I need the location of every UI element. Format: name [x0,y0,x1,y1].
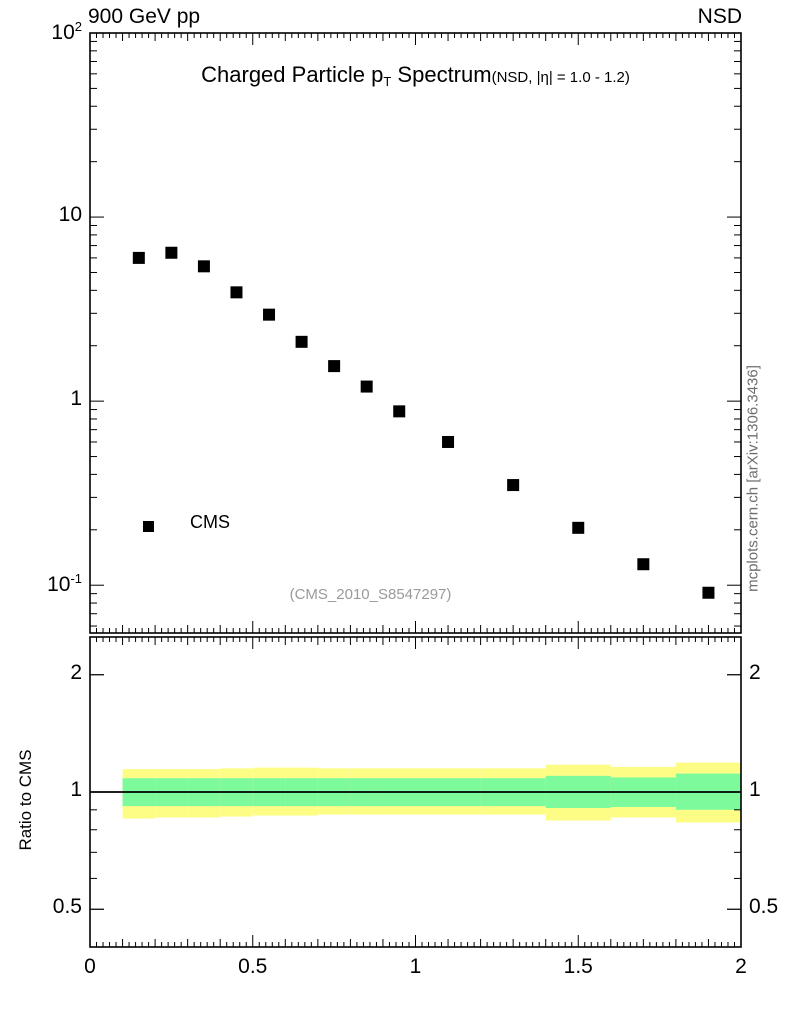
ratio-y-tick-label-right: 1 [749,778,761,801]
data-marker [263,308,276,321]
title-main-b: Spectrum [391,62,492,87]
legend-marker-cms [143,521,154,532]
data-marker [702,586,715,599]
beam-energy-label: 900 GeV pp [88,5,201,28]
main-panel-ticks [89,32,742,633]
x-tick-label: 1 [409,955,422,978]
ratio-y-tick-label-left: 1 [70,778,82,801]
analysis-id-watermark: (CMS_2010_S8547297) [289,586,452,603]
data-marker [295,335,308,348]
data-marker [132,251,145,264]
ratio-y-tick-label-left: 2 [70,660,82,684]
data-marker [197,260,210,273]
main-panel-frame [89,32,742,634]
data-marker [328,360,341,373]
page-title: Charged Particle pT Spectrum(NSD, |η| = … [90,62,741,89]
main-panel-datapoints [132,246,715,599]
legend-label-cms: CMS [190,512,230,532]
ratio-y-tick-label-left: 0.5 [52,895,82,919]
source-credit-label: mcplots.cern.ch [arXiv:1306.3436] [744,365,762,592]
data-marker [637,558,650,571]
data-marker [230,286,243,299]
data-marker [442,435,455,448]
data-marker [572,521,585,534]
ratio-axis-label: Ratio to CMS [16,749,35,851]
main-y-tick-label: 102 [51,19,82,44]
data-marker [393,405,406,418]
title-subscript: T [383,74,392,89]
title-cuts: (NSD, |η| = 1.0 - 1.2) [491,69,630,86]
x-tick-label: 1.5 [563,955,593,978]
main-y-tick-label: 10-1 [47,571,82,597]
data-marker [507,479,520,492]
title-main-a: Charged Particle p [201,62,384,87]
main-y-tick-label: 10 [58,203,82,227]
data-marker [165,246,178,259]
data-marker [360,380,373,393]
x-tick-label: 2 [735,955,747,978]
process-label: NSD [697,5,742,28]
ratio-y-tick-label-right: 0.5 [749,895,779,919]
x-tick-label: 0 [84,955,96,978]
x-tick-label: 0.5 [238,955,268,978]
main-y-tick-label: 1 [70,387,82,411]
ratio-y-tick-label-right: 2 [749,660,761,684]
